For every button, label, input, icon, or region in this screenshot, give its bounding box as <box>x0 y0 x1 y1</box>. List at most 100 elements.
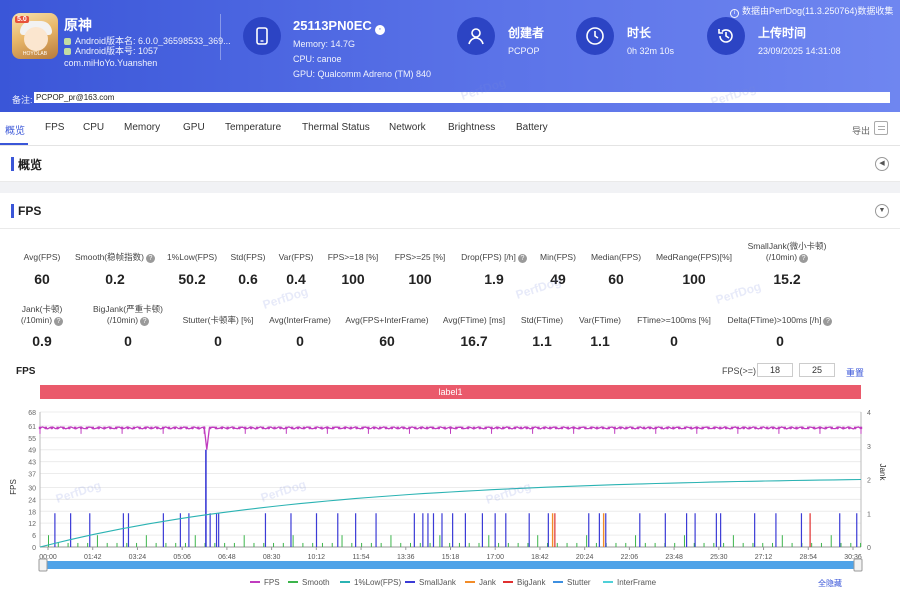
tab-fps[interactable]: FPS <box>45 122 65 133</box>
metric-value: 0 <box>670 333 678 349</box>
time-range-scrollbar[interactable] <box>40 561 861 569</box>
legend-label: Smooth <box>302 578 330 587</box>
fps-point <box>249 426 253 430</box>
fps-point <box>484 426 487 430</box>
label-band[interactable]: label1 <box>40 385 861 399</box>
duration-value: 0h 32m 10s <box>627 46 675 56</box>
fps-point <box>197 426 200 430</box>
fps-point <box>437 426 440 430</box>
fps-point <box>326 426 329 430</box>
x-tick-label: 20:24 <box>576 554 594 561</box>
legend-label: InterFrame <box>617 578 657 587</box>
collapse-down-icon[interactable]: ▼ <box>875 204 889 218</box>
device-memory: Memory: 14.7G <box>293 39 356 49</box>
duration-title: 时长 <box>627 26 652 40</box>
fps-point <box>607 426 611 430</box>
fps-point <box>683 426 687 430</box>
fps-point <box>91 426 94 430</box>
fps-point <box>373 426 376 430</box>
legend-item[interactable]: SmallJank <box>405 578 456 587</box>
fps-point <box>789 426 792 430</box>
legend-swatch <box>340 581 350 583</box>
fps-point <box>466 426 470 430</box>
metric-label: Avg(InterFrame) <box>240 315 360 326</box>
fps-point <box>56 426 59 430</box>
metric-label: Std(FPS) <box>188 252 308 263</box>
legend-item[interactable]: BigJank <box>503 578 545 587</box>
legend-item[interactable]: Stutter <box>553 578 591 587</box>
tab-brightness[interactable]: Brightness <box>448 122 496 133</box>
fps-point <box>689 426 693 430</box>
fps-point <box>290 426 294 430</box>
metric-label: FTime>=100ms [%] <box>614 315 734 326</box>
tab-network[interactable]: Network <box>389 122 426 133</box>
export-icon[interactable] <box>874 121 888 135</box>
package-name: com.miHoYo.Yuanshen <box>64 58 158 68</box>
fps-point <box>525 426 528 430</box>
note-input[interactable] <box>34 92 890 103</box>
export-label[interactable]: 导出 <box>852 126 871 136</box>
fps-threshold-1-input[interactable] <box>757 363 793 377</box>
x-tick-label: 11:54 <box>353 554 370 561</box>
reset-button[interactable]: 重置 <box>846 368 865 378</box>
fps-section-title: FPS <box>18 204 42 218</box>
scrollbar-right-handle[interactable] <box>853 558 863 572</box>
help-icon[interactable]: ? <box>54 317 64 326</box>
fps-point <box>191 426 194 430</box>
fps-point <box>402 426 405 430</box>
history-icon <box>707 17 745 55</box>
fps-point <box>461 426 464 430</box>
collapse-left-icon[interactable]: ◀ <box>875 157 889 171</box>
tab-memory[interactable]: Memory <box>124 122 161 133</box>
legend-item[interactable]: 1%Low(FPS) <box>340 578 401 587</box>
tab-battery[interactable]: Battery <box>516 122 548 133</box>
tab-overview[interactable]: 概览 <box>5 126 25 137</box>
metric-value: 50.2 <box>178 271 206 287</box>
fps-point <box>566 426 569 430</box>
metric-value: 0.2 <box>105 271 125 287</box>
fps-point <box>132 426 136 430</box>
fps-point <box>378 426 382 430</box>
tab-thermal-status[interactable]: Thermal Status <box>302 122 370 133</box>
help-icon[interactable]: ? <box>823 317 833 326</box>
metric-value: 0 <box>124 333 132 349</box>
tab-temperature[interactable]: Temperature <box>225 122 282 133</box>
overview-section-header: 概览 ◀ <box>0 146 900 182</box>
metric-label: Drop(FPS) [/h]? <box>434 252 554 263</box>
fps-point <box>713 426 716 430</box>
fps-point <box>97 426 100 430</box>
tab-gpu[interactable]: GPU <box>183 122 205 133</box>
metric-value: 0 <box>296 333 304 349</box>
y2-tick-label: 1 <box>867 511 871 518</box>
legend-swatch <box>603 581 613 583</box>
clock-icon <box>576 17 614 55</box>
fps-threshold-2-input[interactable] <box>799 363 835 377</box>
legend-item[interactable]: InterFrame <box>603 578 656 587</box>
fps-point <box>38 426 42 430</box>
scrollbar-left-handle[interactable] <box>38 558 48 572</box>
help-icon[interactable]: ? <box>140 317 150 326</box>
fps-point <box>666 426 669 430</box>
help-icon[interactable]: ? <box>799 254 809 263</box>
fps-point <box>302 426 306 430</box>
tab-cpu[interactable]: CPU <box>83 122 105 133</box>
fps-point <box>807 426 810 430</box>
fps-point <box>267 426 270 430</box>
metric-label-text: Std(FTime) <box>520 315 564 325</box>
fps-point <box>208 426 212 430</box>
legend-item[interactable]: Smooth <box>288 578 330 587</box>
x-tick-label: 06:48 <box>218 554 236 561</box>
metric-label-text: Smooth(稳帧指数) <box>75 252 144 262</box>
fps-point <box>724 426 728 430</box>
fps-point <box>384 426 388 430</box>
legend-item[interactable]: FPS <box>250 578 280 587</box>
hide-all-button[interactable]: 全隐藏 <box>818 579 842 588</box>
metric-value: 0 <box>214 333 222 349</box>
legend-item[interactable]: Jank <box>465 578 496 587</box>
help-icon[interactable]: ? <box>145 254 155 263</box>
device-info-icon[interactable]: ◦ <box>374 25 385 35</box>
creator-value: PCPOP <box>508 46 540 56</box>
fps-point <box>660 426 663 430</box>
help-icon[interactable]: ? <box>517 254 527 263</box>
